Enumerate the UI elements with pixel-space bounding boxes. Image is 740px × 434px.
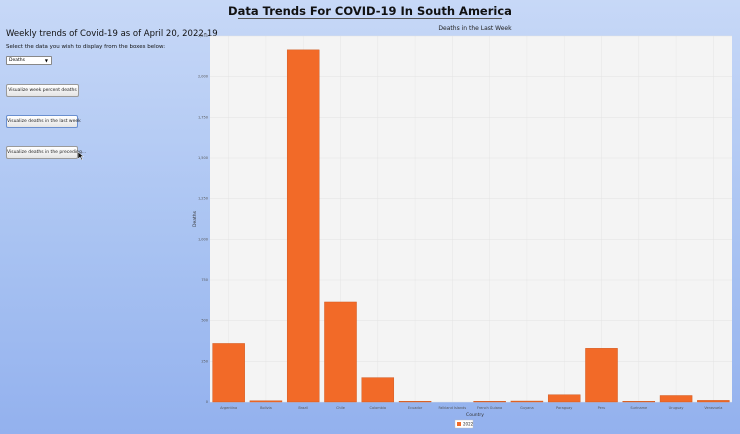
bars (212, 49, 730, 403)
chevron-down-icon: ▼ (44, 58, 48, 63)
y-tick-label: 500 (201, 319, 208, 323)
y-tick-label: 1,000 (198, 237, 208, 241)
metric-select[interactable]: Deaths ▼ (6, 56, 52, 65)
bar-french-guiana[interactable] (473, 401, 506, 403)
bar-brazil[interactable] (286, 49, 320, 403)
y-tick-label: 1,750 (198, 115, 208, 119)
bar-chile[interactable] (324, 301, 357, 403)
bar-uruguay[interactable] (659, 395, 693, 403)
visualize-week-percent-deaths-button[interactable]: Visualize week percent deaths (6, 84, 79, 97)
x-tick-label: Suriname (630, 406, 647, 410)
y-tick-label: 2,250 (198, 34, 208, 38)
y-tick-label: 1,500 (198, 156, 208, 160)
page-title: Data Trends For COVID-19 In South Americ… (228, 4, 512, 18)
chart-title: Deaths in the Last Week (438, 25, 512, 32)
title-underline (238, 18, 502, 19)
y-tick-label: 2,000 (198, 75, 208, 79)
bar-peru[interactable] (585, 348, 618, 403)
bar-suriname[interactable] (622, 401, 656, 403)
bar-paraguay[interactable] (547, 394, 581, 403)
bar-bolivia[interactable] (249, 400, 283, 403)
x-tick-label: Venezuela (704, 406, 722, 410)
y-tick-label: 750 (201, 278, 208, 282)
y-axis-title: Deaths (192, 210, 198, 227)
x-tick-label: Uruguay (669, 406, 684, 410)
bar-argentina[interactable] (212, 343, 245, 403)
x-tick-label: Ecuador (408, 406, 423, 410)
x-tick-label: Brazil (298, 406, 308, 410)
x-tick-label: Guyana (520, 406, 534, 410)
x-tick-label: Falkland Islands (438, 406, 466, 410)
chart-canvas: Deaths in the Last Week 0 250 500 750 1,000 1… (192, 25, 732, 429)
y-tick-label: 250 (201, 359, 208, 363)
y-tick-label: 0 (206, 400, 208, 404)
bar-colombia[interactable] (361, 377, 395, 403)
x-tick-label: French Guiana (477, 406, 502, 410)
x-axis-title: Country (466, 412, 484, 418)
legend: 2022 (454, 419, 474, 429)
legend-box (454, 419, 474, 429)
instructions-text: Select the data you wish to display from… (6, 44, 166, 50)
legend-swatch (457, 422, 461, 426)
x-tick-labels: Argentina Bolivia Brazil Chile Colombia Ecuad… (220, 406, 722, 410)
bar-ecuador[interactable] (398, 401, 432, 403)
x-tick-label: Chile (336, 406, 345, 410)
legend-label: 2022 (463, 422, 474, 427)
bar-guyana[interactable] (510, 400, 544, 403)
bar-venezuela[interactable] (697, 400, 730, 403)
x-tick-label: Paraguay (556, 406, 572, 410)
mouse-cursor-icon (78, 152, 84, 160)
x-tick-label: Peru (598, 406, 606, 410)
metric-select-value: Deaths (9, 58, 25, 63)
visualize-deaths-preceding-button[interactable]: Visualize deaths in the preceding... (6, 146, 86, 159)
visualize-deaths-last-week-button[interactable]: Visualize deaths in the last week (6, 115, 81, 128)
x-tick-label: Colombia (370, 406, 386, 410)
x-tick-label: Argentina (220, 406, 237, 410)
x-tick-label: Bolivia (260, 406, 272, 410)
page-subtitle: Weekly trends of Covid-19 as of April 20… (6, 29, 218, 39)
y-tick-labels: 0 250 500 750 1,000 1,250 1,500 1,750 2,000 2,250 (198, 34, 208, 404)
y-tick-label: 1,250 (198, 197, 208, 201)
deaths-bar-chart: Deaths in the Last Week 0 250 500 750 1,000 1… (192, 22, 740, 434)
